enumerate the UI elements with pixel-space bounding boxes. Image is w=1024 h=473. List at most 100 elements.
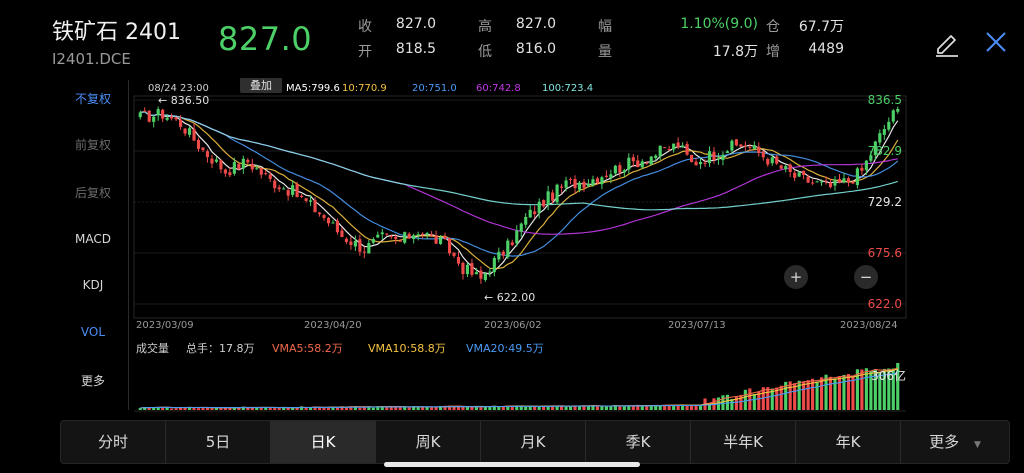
- candle-body: [138, 112, 142, 118]
- price-tick-label: 622.0: [868, 297, 902, 311]
- volume-bar: [757, 391, 761, 410]
- quote-oi-value: 67.7万: [798, 19, 844, 35]
- candle-body: [196, 139, 201, 149]
- volume-bar: [250, 407, 254, 410]
- sidebar-item-more[interactable]: 更多: [80, 374, 105, 388]
- tab-monthly-k[interactable]: 月K: [481, 421, 586, 463]
- candle-body: [604, 175, 608, 178]
- volume-bar: [465, 407, 470, 410]
- candle-body: [152, 116, 156, 122]
- candle-body: [344, 238, 348, 242]
- volume-bar: [631, 406, 635, 410]
- volume-bar: [291, 407, 295, 410]
- tab-quarterly-k[interactable]: 季K: [586, 421, 691, 463]
- volume-bar: [165, 407, 169, 410]
- candle-body: [582, 181, 586, 188]
- tab-daily-k[interactable]: 日K: [271, 421, 376, 463]
- quote-high-value: 827.0: [515, 16, 556, 32]
- volume-bar: [461, 406, 465, 410]
- volume-bar: [174, 408, 178, 410]
- volume-bar: [277, 407, 281, 410]
- candle-body: [362, 251, 366, 253]
- tab-weekly-k[interactable]: 周K: [376, 421, 481, 463]
- volume-bar: [156, 407, 160, 410]
- volume-ma-legend-item: VMA10:58.8万: [368, 342, 446, 355]
- candle-body: [250, 163, 254, 170]
- tab-yearly-k[interactable]: 年K: [796, 421, 901, 463]
- candle-body: [214, 159, 219, 162]
- candle-body: [663, 147, 667, 149]
- candle-body: [694, 161, 698, 166]
- volume-bar: [663, 404, 667, 410]
- volume-axis-label: 306亿: [871, 368, 906, 383]
- volume-bar: [282, 407, 286, 410]
- volume-bar: [447, 405, 452, 410]
- ma-line: [140, 111, 898, 211]
- candle-body: [564, 180, 568, 188]
- candle-body: [161, 109, 165, 119]
- volume-bar: [654, 405, 658, 410]
- candle-body: [205, 151, 210, 158]
- ma-legend-item: 10:770.9: [342, 83, 387, 94]
- sidebar-item-kdj[interactable]: KDJ: [82, 278, 104, 292]
- volume-bar: [259, 407, 263, 410]
- candle-body: [300, 195, 304, 198]
- zoom-out-button[interactable]: −: [854, 265, 878, 289]
- volume-bar: [698, 404, 703, 410]
- candle-body: [326, 217, 331, 224]
- sidebar-item-vol[interactable]: VOL: [80, 325, 106, 339]
- candle-body: [631, 157, 635, 162]
- close-button[interactable]: [982, 28, 1010, 56]
- candle-body: [739, 144, 743, 147]
- candle-body: [873, 141, 877, 156]
- volume-bar: [591, 405, 595, 410]
- candle-body: [640, 161, 644, 168]
- candle-body: [228, 172, 232, 176]
- candle-body: [295, 183, 299, 198]
- price-tick-label: 782.9: [868, 144, 902, 158]
- candle-body: [676, 142, 680, 148]
- candle-body: [609, 174, 613, 178]
- volume-bar: [219, 408, 223, 410]
- volume-bar: [828, 376, 833, 410]
- zoom-in-button[interactable]: +: [784, 265, 808, 289]
- edit-button[interactable]: [932, 28, 962, 58]
- sidebar-item-backward-adjust[interactable]: 后复权: [74, 186, 111, 200]
- candle-body: [430, 234, 434, 236]
- candle-body: [613, 165, 617, 174]
- volume-bar: [797, 380, 801, 410]
- home-indicator[interactable]: [384, 462, 640, 467]
- tab-intraday[interactable]: 分时: [61, 421, 166, 463]
- quote-volume-label: 量: [598, 44, 612, 60]
- candle-body: [264, 173, 268, 175]
- volume-bar: [412, 406, 416, 410]
- volume-bar: [622, 406, 626, 410]
- volume-bar: [295, 407, 299, 410]
- volume-bar: [237, 407, 241, 410]
- candle-body: [349, 241, 353, 246]
- overlay-button[interactable]: [240, 78, 282, 93]
- volume-bar: [658, 405, 662, 410]
- candle-body: [273, 180, 277, 189]
- candle-body: [403, 232, 407, 243]
- volume-bar: [313, 406, 317, 410]
- candle-body: [317, 212, 322, 215]
- volume-bar: [694, 404, 698, 410]
- volume-bar: [685, 405, 689, 410]
- sidebar-item-macd[interactable]: MACD: [75, 232, 111, 246]
- sidebar-item-forward-adjust[interactable]: 前复权: [74, 138, 111, 152]
- candle-body: [577, 182, 582, 190]
- tab-5day[interactable]: 5日: [166, 421, 271, 463]
- volume-bar: [331, 406, 335, 410]
- volume-bar: [533, 405, 537, 410]
- candle-body: [806, 176, 810, 183]
- quote-oi-label: 仓: [766, 19, 780, 35]
- price-plot-frame: [133, 95, 907, 319]
- candle-body: [757, 146, 761, 154]
- tab-more[interactable]: 更多 ▼: [901, 421, 1009, 463]
- tab-halfyear-k[interactable]: 半年K: [691, 421, 796, 463]
- volume-bar: [470, 406, 474, 410]
- volume-bar: [380, 406, 384, 410]
- sidebar-item-no-adjust[interactable]: 不复权: [74, 92, 111, 106]
